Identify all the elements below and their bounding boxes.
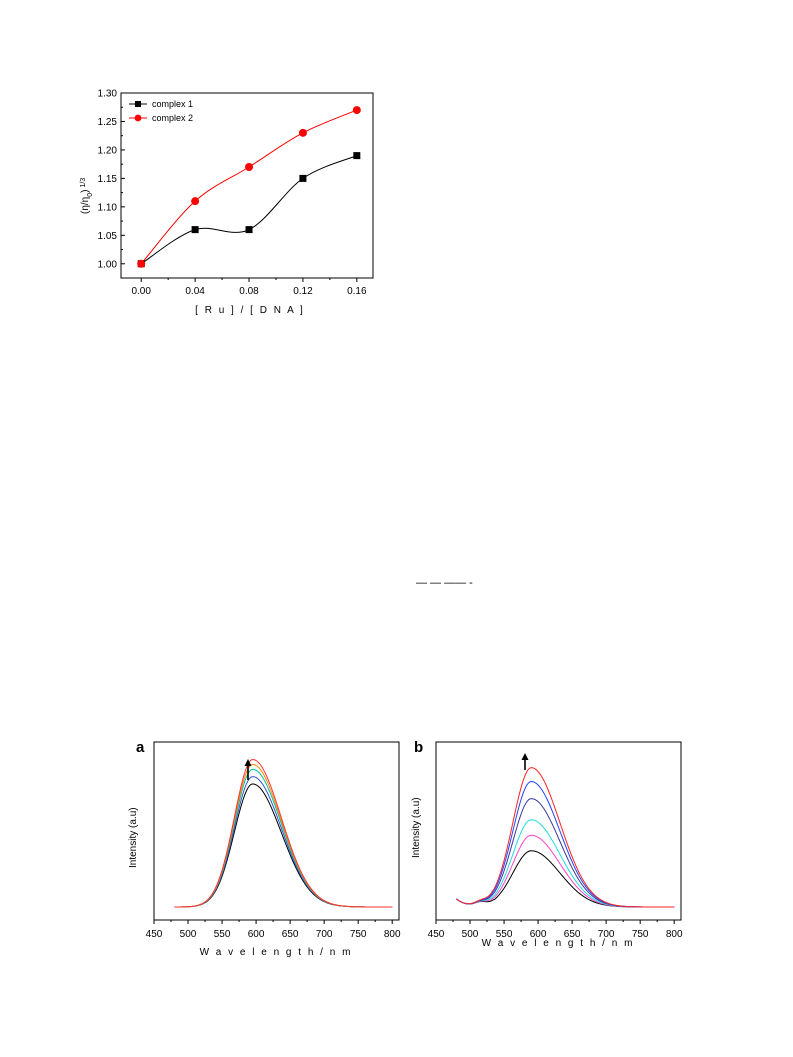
viscosity-y-tick-label: 1.20	[98, 145, 118, 156]
emission-b-x-tick-label: 500	[462, 929, 479, 940]
legend-marker-complex1	[135, 101, 141, 107]
panel-label-a: a	[136, 739, 145, 756]
emission-b-x-tick-label: 700	[598, 929, 615, 940]
viscosity-y-ticks: 1.00 1.05 1.10 1.15 1.20 1.25 1.30	[98, 89, 125, 270]
emission-b-arrow	[521, 753, 529, 770]
emission-a-x-tick-label: 550	[214, 929, 231, 940]
emission-b-spectrum-line	[456, 780, 675, 908]
viscosity-chart: 1.001.051.101.151.201.251.30 0.00 0.04 0.0…	[80, 89, 374, 316]
emission-b-spectrum-line	[456, 798, 675, 908]
emission-a-spectrum-line	[174, 783, 393, 908]
data-point-complex1	[353, 152, 361, 160]
emission-b-arrow-head	[521, 753, 529, 760]
emission-b-x-tick-label: 750	[632, 929, 649, 940]
emission-b-x-tick-label: 600	[530, 929, 547, 940]
viscosity-x-tick-label: 0.08	[239, 286, 259, 297]
emission-a-spectrum-line	[174, 763, 393, 908]
data-point-complex1	[191, 226, 199, 234]
emission-b-x-tick-label: 650	[564, 929, 581, 940]
viscosity-x-tick-label: 0.04	[185, 286, 205, 297]
emission-a-spectrum-line	[174, 776, 393, 908]
legend-label-complex1: complex 1	[152, 99, 193, 109]
series-line-complex1	[140, 155, 358, 265]
emission-a-plot-frame	[153, 741, 400, 921]
viscosity-x-tick-label: 0.00	[131, 286, 151, 297]
emission-a-x-tick-label: 600	[248, 929, 265, 940]
viscosity-x-ticks: 0.00 0.04 0.08 0.12 0.16	[131, 278, 367, 297]
emission-a-spectrum-line	[174, 759, 393, 908]
emission-b-plot-frame	[435, 741, 682, 921]
viscosity-plot-frame	[120, 92, 374, 279]
emission-a-x-tick-label: 800	[384, 929, 401, 940]
emission-b-spectrum-line	[456, 767, 675, 908]
equation-fragment: — — —— -	[416, 577, 473, 589]
viscosity-legend: complex 1 complex 2	[129, 99, 193, 123]
emission-b-spectra	[456, 767, 675, 908]
viscosity-y-tick-label: 1.05	[98, 231, 118, 242]
data-point-complex1	[299, 174, 307, 182]
data-point-complex2	[352, 106, 361, 115]
data-point-complex2	[137, 259, 146, 268]
emission-a-spectra	[174, 759, 393, 908]
emission-a-y-axis-label: Intensity (a.u)	[128, 807, 139, 868]
viscosity-series	[137, 106, 361, 268]
viscosity-y-tick-label: 1.30	[98, 89, 118, 100]
viscosity-x-tick-label: 0.12	[293, 286, 313, 297]
viscosity-x-tick-label: 0.16	[347, 286, 367, 297]
emission-b-x-axis-label: W a v e l e n g t h / n m	[482, 938, 635, 949]
viscosity-x-axis-label: [ R u ] / [ D N A ]	[195, 305, 305, 316]
emission-a-arrow	[244, 759, 252, 780]
viscosity-y-axis-label: (η/η0)1/3	[80, 178, 94, 214]
viscosity-y-tick-label: 1.00	[98, 259, 118, 270]
emission-b-spectrum-line	[456, 819, 675, 908]
viscosity-y-tick-label: 1.25	[98, 117, 118, 128]
emission-b-x-tick-label: 800	[666, 929, 683, 940]
emission-a-x-tick-label: 700	[316, 929, 333, 940]
emission-a-x-axis-label: W a v e l e n g t h / n m	[200, 947, 353, 958]
viscosity-y-tick-label: 1.15	[98, 174, 118, 185]
emission-b-x-tick-label: 450	[428, 929, 445, 940]
data-point-complex1	[245, 226, 253, 234]
emission-a-x-ticks: 450 500 550 600 650 700 750 800	[146, 920, 401, 940]
emission-b-x-ticks: 450 500 550 600 650 700 750 800	[428, 920, 683, 940]
data-point-complex2	[298, 128, 307, 137]
emission-a-x-tick-label: 650	[282, 929, 299, 940]
emission-chart-a: a 450 500 550 600 650 700 750 800 W a v e l e n…	[128, 739, 401, 958]
emission-a-x-tick-label: 450	[146, 929, 163, 940]
emission-b-spectrum-line	[456, 850, 675, 908]
legend-label-complex2: complex 2	[152, 113, 193, 123]
data-point-complex2	[191, 197, 200, 206]
viscosity-y-tick-label: 1.10	[98, 202, 118, 213]
emission-a-x-tick-label: 500	[180, 929, 197, 940]
legend-marker-complex2	[134, 114, 142, 122]
emission-a-x-tick-label: 750	[350, 929, 367, 940]
data-point-complex2	[245, 163, 254, 171]
emission-chart-b: b 450 500 550 600 650 700 750 800 W a v e l e n…	[411, 739, 683, 949]
emission-b-x-tick-label: 550	[496, 929, 513, 940]
emission-a-arrow-head	[244, 759, 252, 766]
panel-label-b: b	[414, 739, 423, 756]
emission-b-y-axis-label: Intensity (a.u)	[411, 797, 422, 858]
